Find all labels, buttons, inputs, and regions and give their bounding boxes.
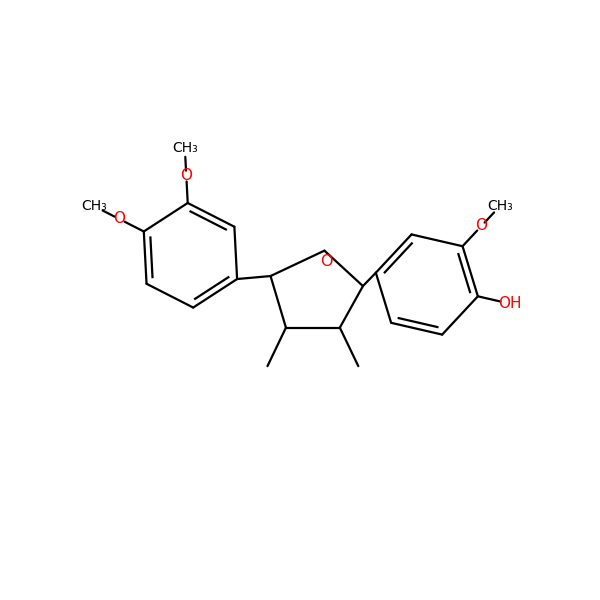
Text: O: O xyxy=(180,168,192,183)
Text: O: O xyxy=(475,218,487,233)
Text: CH₃: CH₃ xyxy=(487,199,513,212)
Text: CH₃: CH₃ xyxy=(82,199,107,214)
Text: OH: OH xyxy=(499,296,522,311)
Text: O: O xyxy=(320,254,332,269)
Text: O: O xyxy=(113,211,125,226)
Text: CH₃: CH₃ xyxy=(172,140,197,155)
